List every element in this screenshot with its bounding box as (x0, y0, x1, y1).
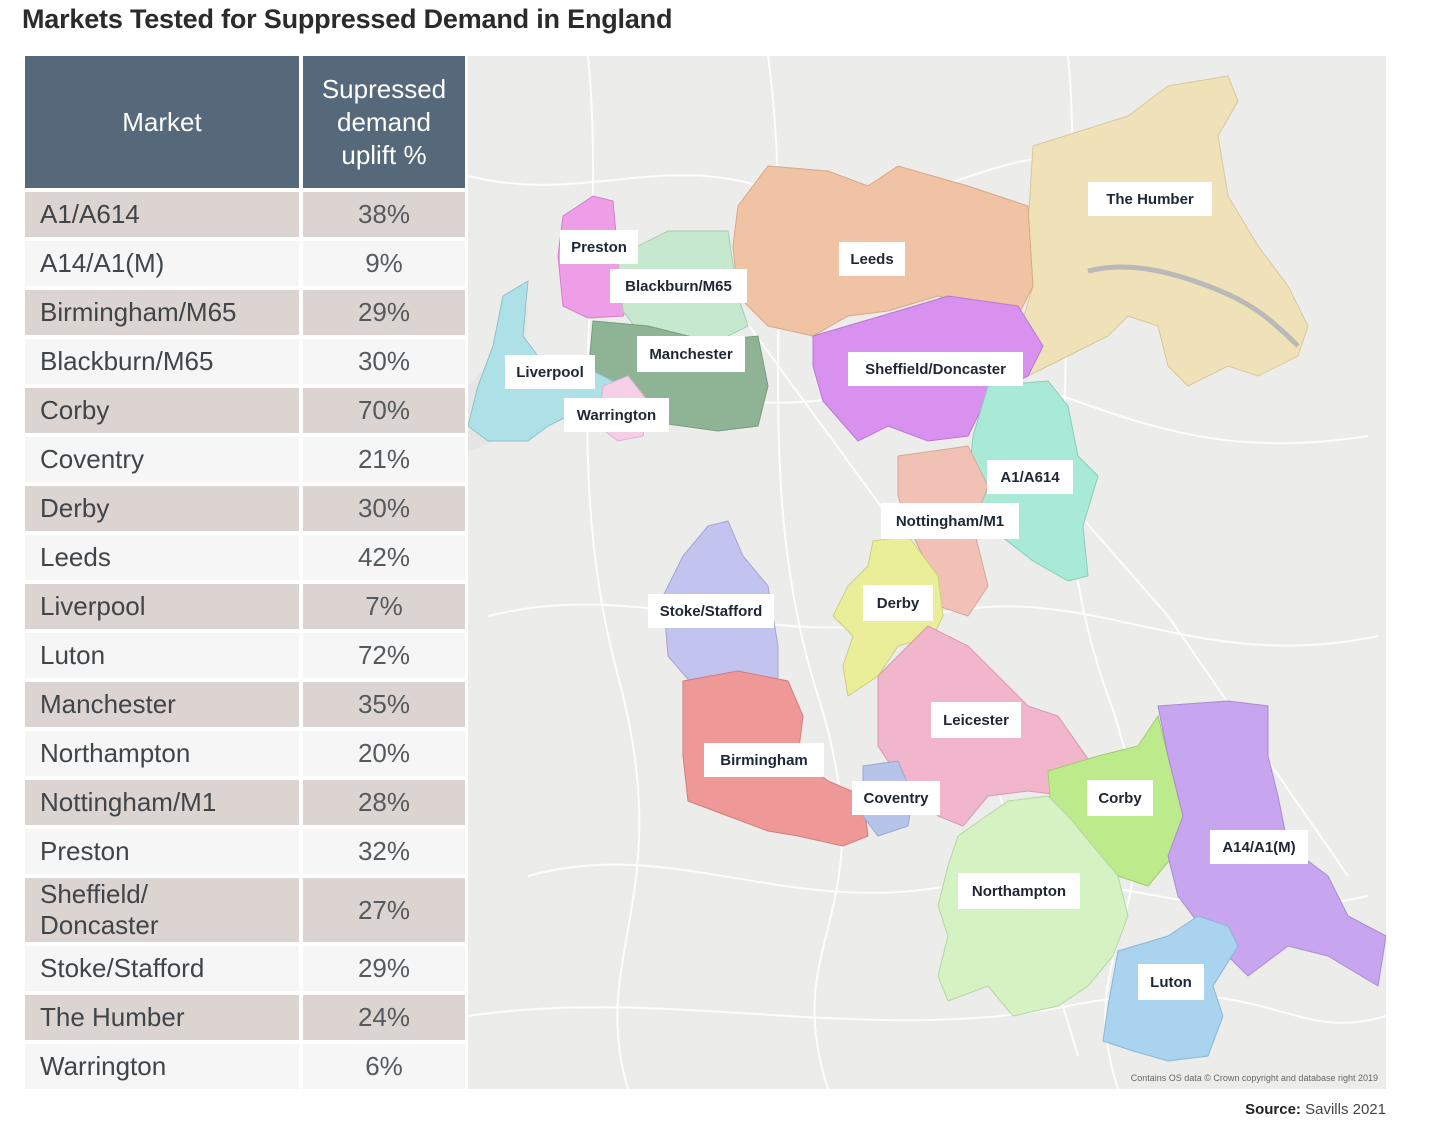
market-cell: Preston (25, 829, 299, 874)
source-label: Source: (1245, 1101, 1301, 1118)
table-row: Preston 32% (25, 829, 465, 874)
uplift-cell: 29% (303, 946, 465, 991)
humber-estuary (1087, 264, 1300, 348)
market-cell: Manchester (25, 682, 299, 727)
table-row: A14/A1(M) 9% (25, 241, 465, 286)
map-label-northampton: Northampton (958, 873, 1080, 909)
source-note: Source: Savills 2021 (1245, 1101, 1386, 1118)
uplift-cell: 28% (303, 780, 465, 825)
uplift-cell: 7% (303, 584, 465, 629)
uplift-cell: 72% (303, 633, 465, 678)
market-cell: Blackburn/M65 (25, 339, 299, 384)
table-row: Blackburn/M65 30% (25, 339, 465, 384)
market-cell: A1/A614 (25, 192, 299, 237)
header-market: Market (25, 56, 299, 188)
region-the-humber (1017, 75, 1309, 387)
map-label-stoke: Stoke/Stafford (648, 594, 774, 628)
map-label-a14: A14/A1(M) (1210, 830, 1308, 864)
table-row: Stoke/Stafford 29% (25, 946, 465, 991)
table-row: Derby 30% (25, 486, 465, 531)
market-cell: Liverpool (25, 584, 299, 629)
table-row: Sheffield/ Doncaster 27% (25, 878, 465, 942)
uplift-cell: 9% (303, 241, 465, 286)
market-cell: Northampton (25, 731, 299, 776)
market-cell: Stoke/Stafford (25, 946, 299, 991)
uplift-cell: 42% (303, 535, 465, 580)
table-row: A1/A614 38% (25, 192, 465, 237)
uplift-cell: 27% (303, 878, 465, 942)
market-cell: A14/A1(M) (25, 241, 299, 286)
table-row: Leeds 42% (25, 535, 465, 580)
table-row: Luton 72% (25, 633, 465, 678)
map-canvas (468, 56, 1386, 1089)
uplift-cell: 38% (303, 192, 465, 237)
market-cell: Leeds (25, 535, 299, 580)
market-cell: Coventry (25, 437, 299, 482)
page-title: Markets Tested for Suppressed Demand in … (22, 4, 673, 34)
map-label-preston: Preston (560, 230, 638, 264)
uplift-cell: 32% (303, 829, 465, 874)
map-label-birmingham: Birmingham (704, 743, 824, 777)
map-label-warrington: Warrington (564, 398, 669, 432)
table-row: Coventry 21% (25, 437, 465, 482)
map-label-leeds: Leeds (839, 242, 905, 276)
map-label-blackburn: Blackburn/M65 (610, 269, 747, 303)
map-credit: Contains OS data © Crown copyright and d… (1130, 1073, 1378, 1083)
map-label-corby: Corby (1087, 780, 1153, 816)
england-map: The Humber Preston Leeds Blackburn/M65 M… (468, 56, 1386, 1089)
header-uplift: Supressed demand uplift % (303, 56, 465, 188)
map-label-sheffield: Sheffield/Doncaster (848, 352, 1023, 386)
uplift-cell: 70% (303, 388, 465, 433)
market-cell: Corby (25, 388, 299, 433)
map-label-nottingham: Nottingham/M1 (881, 503, 1019, 539)
uplift-cell: 6% (303, 1044, 465, 1089)
map-label-a1-a614: A1/A614 (987, 460, 1073, 494)
table-row: Northampton 20% (25, 731, 465, 776)
uplift-cell: 20% (303, 731, 465, 776)
market-cell: Luton (25, 633, 299, 678)
table-row: Birmingham/M65 29% (25, 290, 465, 335)
uplift-cell: 29% (303, 290, 465, 335)
table-row: Warrington 6% (25, 1044, 465, 1089)
table-header: Market Supressed demand uplift % (25, 56, 465, 188)
table-body: A1/A614 38% A14/A1(M) 9% Birmingham/M65 29% Bl… (25, 192, 465, 1089)
uplift-cell: 35% (303, 682, 465, 727)
market-cell: Derby (25, 486, 299, 531)
table-row: Nottingham/M1 28% (25, 780, 465, 825)
market-cell: The Humber (25, 995, 299, 1040)
market-cell: Nottingham/M1 (25, 780, 299, 825)
map-label-leicester: Leicester (931, 702, 1021, 738)
market-cell: Birmingham/M65 (25, 290, 299, 335)
uplift-table: Market Supressed demand uplift % A1/A614… (25, 56, 465, 1089)
map-label-luton: Luton (1138, 964, 1204, 1000)
uplift-cell: 30% (303, 339, 465, 384)
market-cell: Warrington (25, 1044, 299, 1089)
market-cell: Sheffield/ Doncaster (25, 878, 299, 942)
uplift-cell: 24% (303, 995, 465, 1040)
uplift-cell: 30% (303, 486, 465, 531)
uplift-cell: 21% (303, 437, 465, 482)
table-row: Manchester 35% (25, 682, 465, 727)
map-label-derby: Derby (863, 585, 933, 621)
table-row: Corby 70% (25, 388, 465, 433)
table-row: Liverpool 7% (25, 584, 465, 629)
map-label-manchester: Manchester (637, 336, 745, 372)
source-text: Savills 2021 (1305, 1101, 1386, 1118)
map-label-coventry: Coventry (852, 781, 940, 815)
table-row: The Humber 24% (25, 995, 465, 1040)
map-label-the-humber: The Humber (1088, 182, 1212, 216)
map-label-liverpool: Liverpool (505, 355, 595, 389)
